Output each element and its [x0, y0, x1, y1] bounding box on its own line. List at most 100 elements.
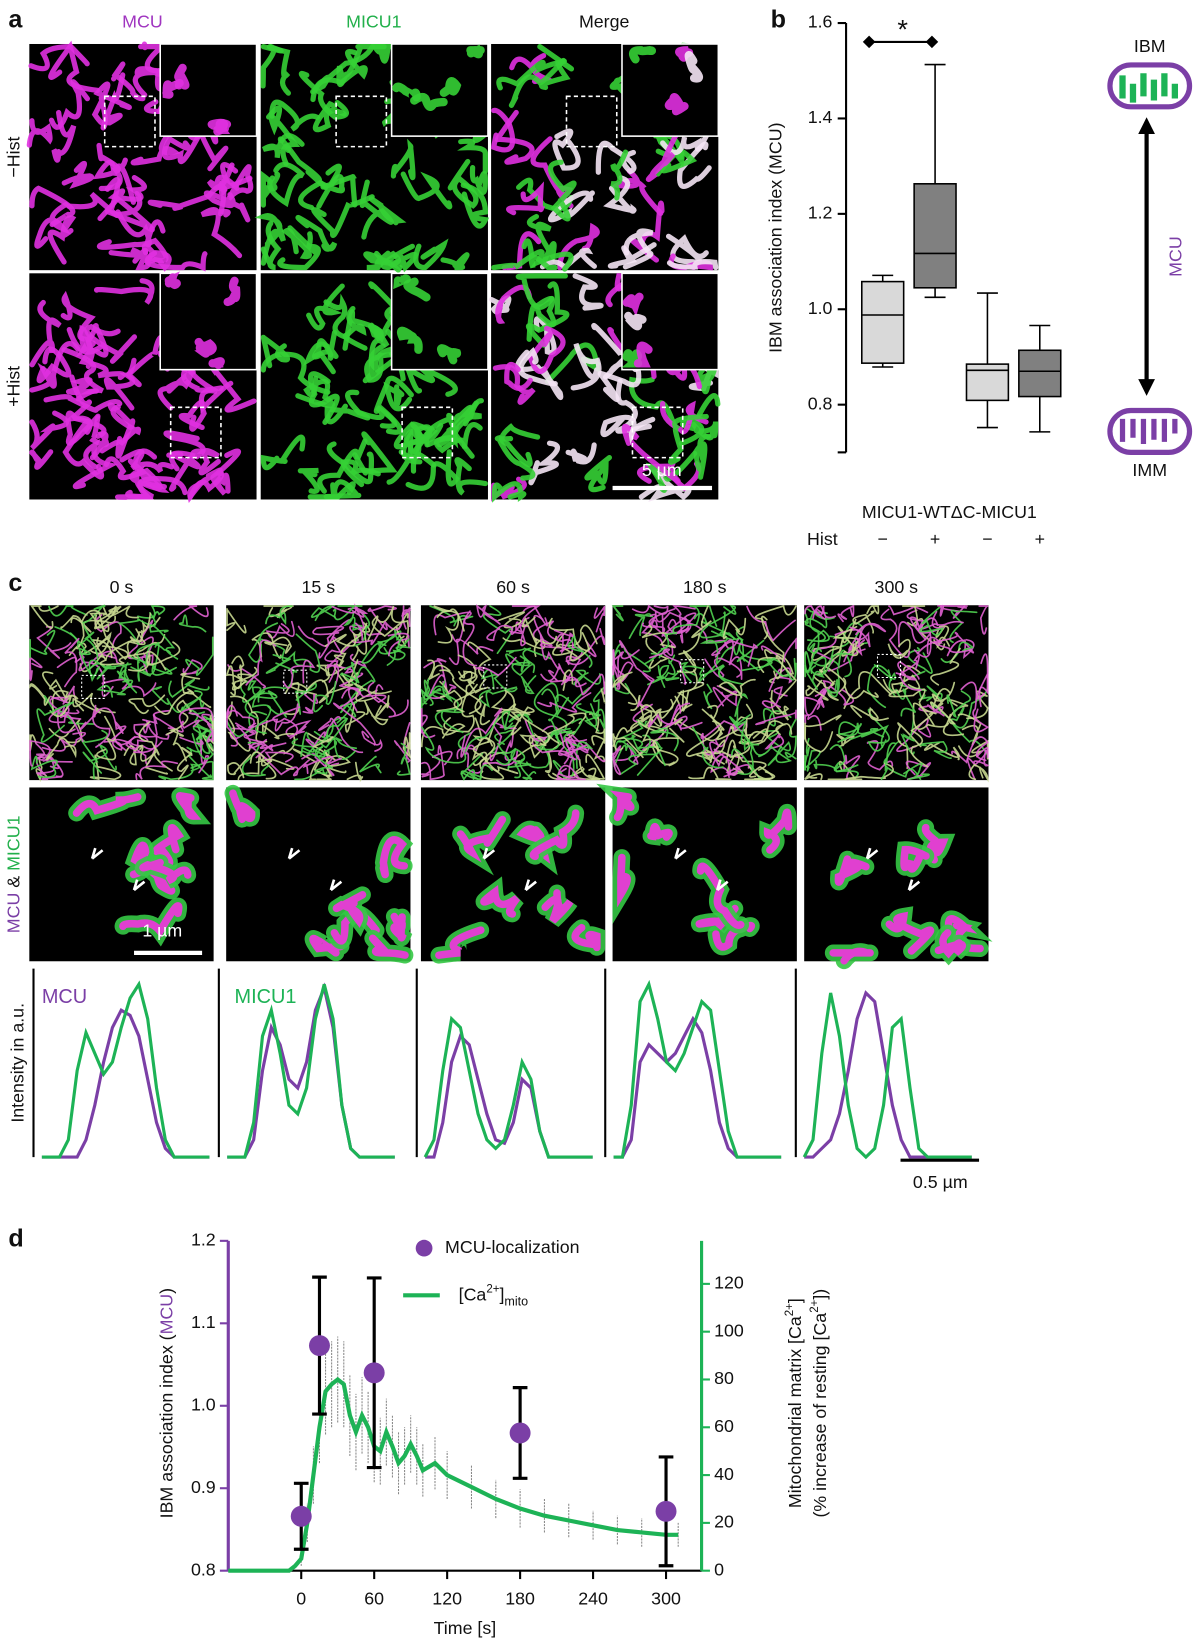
organelle — [641, 613, 666, 636]
data-point — [655, 1500, 677, 1522]
organelle — [254, 213, 286, 266]
organelle — [480, 885, 521, 918]
organelle — [125, 731, 149, 750]
organelle — [921, 823, 949, 864]
organelle — [369, 934, 409, 959]
ca-line — [228, 1376, 679, 1573]
organelle — [762, 707, 792, 727]
organelle — [45, 737, 77, 761]
y2-tick-label: 100 — [714, 1320, 744, 1340]
organelle — [617, 853, 631, 908]
organelle — [48, 719, 83, 744]
organelle — [657, 654, 676, 680]
organelle — [591, 735, 606, 763]
organelle — [547, 767, 585, 781]
organelle — [900, 714, 915, 755]
time-label: 180 s — [683, 577, 727, 597]
organelle — [260, 170, 281, 208]
organelle — [351, 605, 405, 646]
organelle — [48, 708, 84, 743]
organelle — [129, 612, 152, 643]
organelle — [682, 664, 744, 685]
organelle — [64, 694, 85, 712]
organelle — [645, 637, 670, 669]
organelle — [804, 664, 825, 691]
organelle — [138, 41, 169, 74]
organelle — [65, 410, 107, 446]
organelle — [248, 738, 287, 749]
organelle — [564, 736, 606, 763]
organelle — [491, 249, 574, 272]
organelle — [29, 449, 54, 470]
organelle — [420, 750, 453, 778]
organelle — [439, 77, 462, 97]
organelle — [447, 158, 479, 209]
organelle — [190, 760, 214, 781]
group-label: MICU1-WT — [862, 502, 951, 522]
legend-label: MCU — [42, 986, 87, 1008]
organelle — [722, 617, 747, 640]
organelle — [712, 921, 756, 951]
organelle — [664, 93, 689, 116]
organelle — [312, 625, 345, 659]
organelle — [533, 316, 557, 356]
organelle — [880, 608, 911, 659]
y-tick-label: 1.4 — [808, 107, 833, 127]
organelle — [232, 666, 258, 691]
organelle — [383, 381, 413, 412]
organelle — [533, 682, 568, 730]
organelle — [346, 761, 364, 783]
organelle — [511, 647, 536, 677]
organelle — [420, 688, 434, 707]
organelle — [645, 131, 679, 183]
organelle — [633, 341, 653, 368]
organelle — [843, 754, 861, 781]
organelle — [466, 750, 519, 774]
organelle — [352, 621, 371, 661]
organelle — [410, 92, 448, 111]
organelle — [178, 614, 207, 633]
organelle — [173, 63, 190, 90]
organelle — [659, 400, 709, 435]
organelle — [263, 605, 294, 612]
organelle — [548, 617, 590, 652]
row-label: Hist — [807, 529, 838, 549]
organelle — [129, 654, 173, 675]
roi-box — [680, 659, 705, 684]
organelle — [400, 171, 453, 210]
organelle — [648, 608, 677, 648]
organelle — [456, 815, 507, 863]
organelle — [203, 190, 251, 223]
organelle — [476, 604, 501, 625]
arrow — [907, 879, 921, 892]
organelle — [885, 911, 935, 955]
organelle — [47, 215, 77, 265]
time-label: 60 s — [496, 577, 530, 597]
organelle — [282, 659, 316, 689]
organelle — [194, 337, 217, 358]
organelle — [49, 685, 77, 711]
organelle — [462, 610, 478, 667]
organelle — [833, 649, 852, 678]
scale-bar-label: 0.5 µm — [913, 1172, 968, 1192]
organelle — [361, 730, 383, 752]
organelle — [312, 680, 337, 713]
organelle — [525, 729, 555, 769]
arrow — [716, 879, 729, 892]
organelle — [448, 638, 494, 666]
organelle — [420, 708, 436, 739]
organelle — [527, 325, 566, 375]
organelle — [436, 609, 460, 644]
organelle — [460, 182, 490, 229]
organelle — [618, 719, 648, 740]
organelle — [323, 749, 351, 767]
organelle — [628, 613, 654, 639]
y-axis-label: IBM association index (MCU) — [766, 122, 786, 352]
organelle — [226, 711, 268, 738]
organelle — [89, 754, 122, 781]
organelle — [60, 615, 85, 650]
organelle — [529, 809, 580, 861]
column-title: MCU — [122, 12, 163, 32]
organelle — [929, 688, 957, 725]
profile-line — [41, 980, 210, 1159]
